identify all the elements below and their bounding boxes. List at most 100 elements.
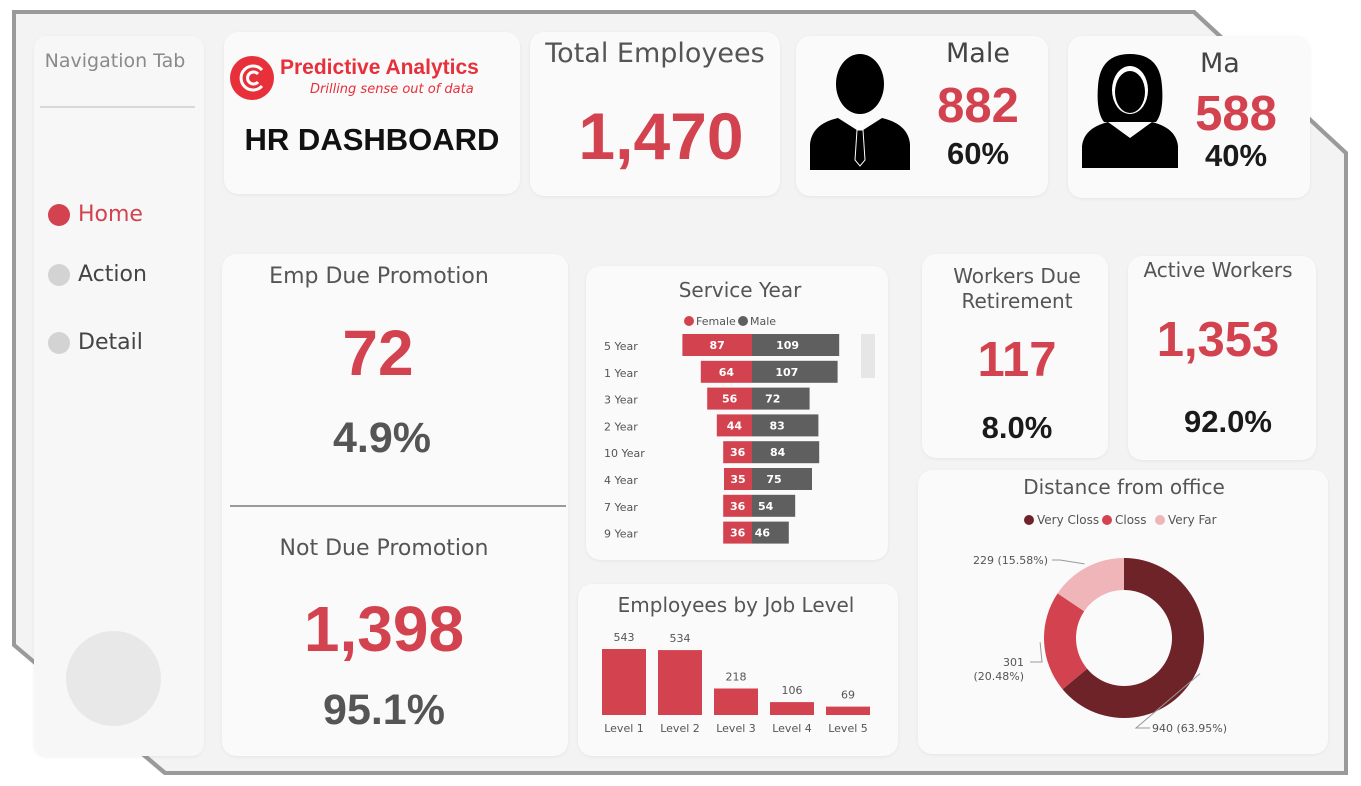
male-data-label: 46 (755, 527, 771, 540)
brand-name: Predictive Analytics (280, 56, 479, 79)
female-data-label: 36 (730, 446, 746, 459)
donut-slice (1057, 558, 1124, 612)
female-user-icon (1082, 54, 1178, 168)
distance-title: Distance from office (1023, 475, 1225, 499)
female-bar (700, 360, 752, 383)
donut-slice (1062, 558, 1204, 718)
male-bar (752, 387, 810, 410)
nav-dot-icon (48, 331, 70, 354)
nav-dot-icon (48, 203, 70, 226)
leader-line (1030, 642, 1043, 663)
brand-logo-icon (230, 56, 274, 100)
category-label: 4 Year (604, 474, 638, 487)
dashboard-title: HR DASHBOARD (244, 122, 500, 157)
female-data-label: 56 (722, 393, 738, 406)
female-data-label: 36 (730, 527, 746, 540)
promotion-card: Emp Due Promotion 72 4.9% Not Due Promot… (222, 254, 568, 756)
female-data-label: 64 (719, 366, 735, 379)
nav-dot-icon (48, 263, 70, 286)
male-data-label: 83 (770, 419, 785, 432)
male-bar (752, 360, 838, 383)
male-data-label: 109 (776, 339, 799, 352)
workers-due-retirement-label: Workers Due Retirement (953, 264, 1081, 313)
category-label: 10 Year (604, 447, 645, 460)
slice-data-label: 940 (63.95%) (1152, 722, 1227, 735)
total-employees-label: Total Employees (545, 38, 765, 69)
job-level-bar (770, 702, 814, 715)
female-bar (707, 387, 752, 410)
female-label: Ma (1200, 48, 1240, 79)
category-label: 9 Year (604, 528, 638, 541)
legend-female-swatch (684, 316, 694, 326)
job-level-category-label: Level 3 (716, 722, 756, 735)
workers-due-retirement-percent: 8.0% (981, 410, 1053, 445)
category-label: 3 Year (604, 394, 638, 407)
female-data-label: 44 (727, 419, 743, 432)
male-bar (752, 494, 796, 517)
category-label: 5 Year (604, 340, 638, 353)
job-level-category-label: Level 5 (828, 722, 868, 735)
male-value: 882 (937, 79, 1019, 133)
emp-due-promotion-percent: 4.9% (332, 414, 431, 462)
male-bar (752, 521, 789, 544)
female-bar (724, 468, 752, 490)
female-data-label: 36 (730, 500, 746, 513)
service-year-card: Service Year Female Male 5 Year 87 109 1 Yea… (586, 266, 888, 560)
male-data-label: 72 (765, 393, 780, 406)
retirement-card: Workers Due Retirement 117 8.0% (922, 254, 1108, 458)
service-year-title: Service Year (679, 278, 802, 302)
active-workers-label: Active Workers (1143, 258, 1293, 282)
job-level-category-label: Level 4 (772, 722, 812, 735)
leader-line (1052, 559, 1085, 565)
nav-item-action[interactable]: Action (48, 262, 147, 287)
active-workers-percent: 92.0% (1184, 404, 1272, 439)
legend-male-label: Male (750, 315, 776, 328)
total-employees-card: Total Employees 1,470 (530, 32, 780, 196)
nav-divider (40, 106, 195, 108)
job-level-data-label: 69 (841, 689, 855, 702)
job-level-category-label: Level 1 (604, 722, 644, 735)
legend-label: Very Far (1168, 513, 1217, 527)
male-data-label: 84 (770, 446, 786, 459)
male-user-icon (810, 54, 910, 170)
female-bar (682, 334, 752, 356)
male-bar (752, 414, 819, 437)
legend-female-label: Female (696, 315, 736, 328)
not-due-promotion-value: 1,398 (303, 593, 465, 665)
not-due-promotion-label: Not Due Promotion (279, 536, 489, 561)
service-year-chart: Service Year Female Male 5 Year 87 109 1 Yea… (604, 278, 875, 544)
category-label: 2 Year (604, 420, 638, 433)
female-value: 588 (1195, 87, 1277, 141)
navigation-panel: Navigation Tab Home Action Detail (34, 36, 204, 756)
workers-due-retirement-value: 117 (977, 333, 1057, 387)
job-level-bar (714, 688, 758, 715)
nav-item-home[interactable]: Home (48, 202, 143, 227)
job-level-bar (658, 650, 702, 715)
male-bar (752, 334, 840, 356)
legend-swatch (1155, 515, 1165, 525)
female-card: Ma 588 40% (1068, 36, 1310, 198)
active-workers-card: Active Workers 1,353 92.0% (1128, 256, 1316, 460)
male-bar (752, 468, 812, 490)
male-card: Male 882 60% (796, 36, 1048, 196)
legend-label: Closs (1115, 513, 1147, 527)
female-data-label: 87 (710, 339, 725, 352)
job-level-data-label: 218 (726, 671, 747, 684)
male-data-label: 75 (766, 473, 781, 486)
female-bar (723, 441, 752, 464)
female-bar (716, 414, 752, 437)
legend-swatch (1102, 515, 1112, 525)
emp-due-promotion-label: Emp Due Promotion (269, 264, 489, 289)
male-label: Male (946, 38, 1010, 69)
nav-item-label: Action (78, 262, 147, 287)
female-bar (723, 521, 752, 544)
male-percent: 60% (946, 136, 1010, 171)
nav-item-label: Detail (78, 330, 143, 355)
chart-scrollbar[interactable] (861, 334, 875, 378)
active-workers-value: 1,353 (1156, 313, 1280, 367)
legend-male-swatch (738, 316, 748, 326)
job-level-title: Employees by Job Level (618, 593, 855, 617)
nav-item-detail[interactable]: Detail (48, 330, 143, 355)
job-level-data-label: 106 (782, 684, 803, 697)
brand-card: Predictive Analytics Drilling sense out … (224, 32, 520, 194)
